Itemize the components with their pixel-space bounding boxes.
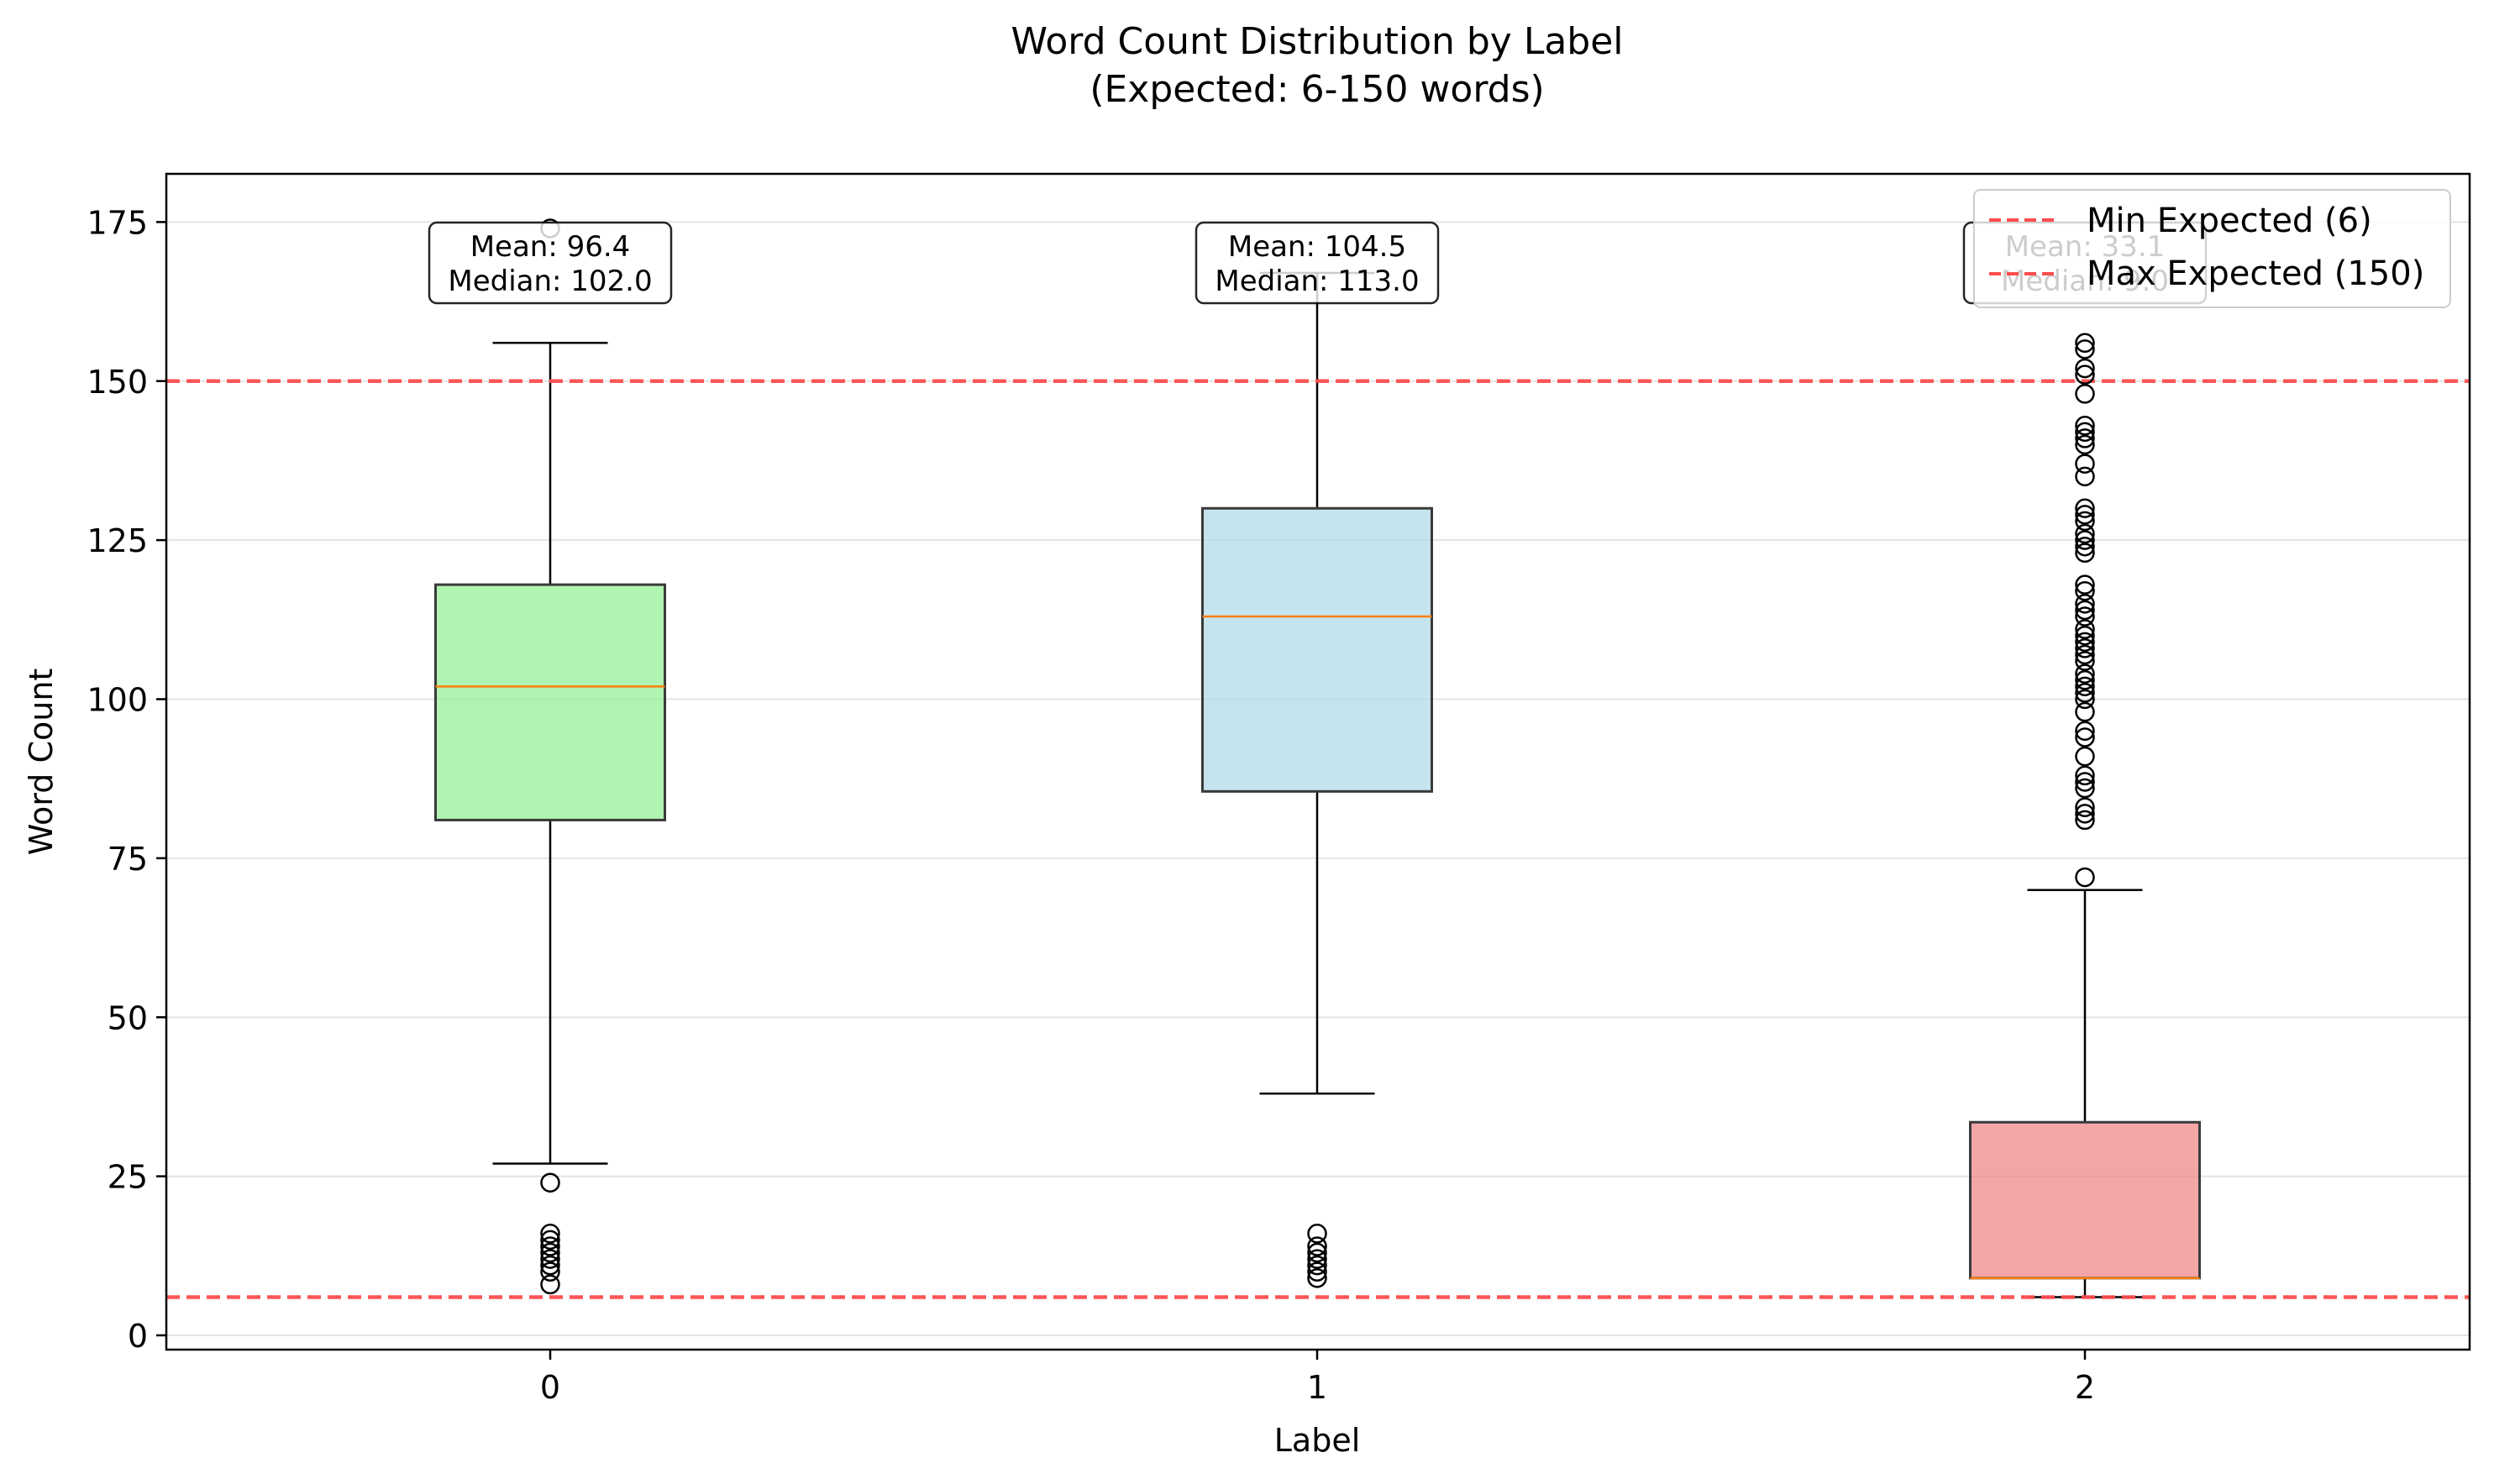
x-axis-label: Label [1274, 1422, 1361, 1459]
outlier-point [2075, 594, 2095, 614]
outlier-point [540, 1274, 560, 1295]
outlier-point [2075, 638, 2095, 658]
y-tick-label: 175 [87, 204, 148, 241]
outlier-point [2075, 600, 2095, 621]
outlier-point [2075, 765, 2095, 786]
annotation-box [1194, 221, 1440, 305]
outlier-point [540, 1236, 560, 1256]
outlier-point [2075, 689, 2095, 710]
annotation-mean: Mean: 96.4 [470, 230, 631, 264]
outlier-point [2075, 772, 2095, 792]
x-tick-label: 1 [1307, 1369, 1327, 1406]
outlier-point [2075, 721, 2095, 742]
annotation-median: Median: 113.0 [1215, 265, 1419, 298]
reference-lines [166, 379, 2470, 1299]
legend: Min Expected (6) Max Expected (150) [1973, 189, 2451, 308]
iqr-box [1201, 506, 1433, 793]
outlier-point [2075, 530, 2095, 550]
outlier-point [2075, 543, 2095, 564]
outlier-point [2075, 422, 2095, 443]
outlier-point [2075, 580, 2095, 601]
outlier-point [2075, 663, 2095, 684]
y-axis-label: Word Count [23, 669, 60, 856]
outlier-point [540, 1230, 560, 1251]
outlier-point [2075, 454, 2095, 474]
annotation-median: Median: 102.0 [448, 265, 652, 298]
outlier-point [540, 1172, 560, 1193]
box-2 [1969, 889, 2201, 1298]
outlier-point [1307, 1255, 1327, 1276]
outlier-point [1307, 1242, 1327, 1263]
outlier-point [2075, 333, 2095, 354]
iqr-box [434, 583, 666, 821]
outlier-point [1307, 1268, 1327, 1288]
outlier-point [2075, 619, 2095, 639]
y-tick-label: 125 [87, 522, 148, 559]
outlier-point [2075, 511, 2095, 532]
outlier-point [2075, 778, 2095, 799]
y-tick-label: 75 [108, 841, 148, 878]
x-tick-label: 2 [2075, 1369, 2095, 1406]
outlier-point [2075, 416, 2095, 436]
y-tick-label: 150 [87, 364, 148, 401]
outlier-point [2075, 428, 2095, 448]
annotation-mean: Mean: 104.5 [1228, 230, 1406, 264]
outlier-point [2075, 384, 2095, 404]
outlier-point [2075, 505, 2095, 525]
outlier-point [540, 1255, 560, 1276]
outlier-point [2075, 358, 2095, 379]
outlier-point [2075, 651, 2095, 671]
outlier-point [2075, 523, 2095, 544]
outlier-point [2075, 676, 2095, 697]
y-tick-label: 25 [108, 1159, 148, 1196]
box-0 [434, 342, 666, 1165]
outlier-point [2075, 683, 2095, 703]
outlier-point [2075, 804, 2095, 824]
x-axis: 0 1 2 [540, 1350, 2095, 1406]
y-tick-label: 100 [87, 682, 148, 719]
legend-label-min: Min Expected (6) [2087, 202, 2372, 240]
outlier-point [2075, 606, 2095, 627]
outlier-point [2075, 626, 2095, 646]
outlier-point [2075, 632, 2095, 653]
outlier-point [2075, 701, 2095, 722]
legend-label-max: Max Expected (150) [2087, 254, 2424, 293]
outlier-point [540, 1249, 560, 1269]
outlier-point [540, 1242, 560, 1263]
chart-title: Word Count Distribution by Label [1011, 20, 1623, 63]
outlier-point [1307, 1249, 1327, 1269]
outlier-point [2075, 574, 2095, 595]
chart-subtitle: (Expected: 6-150 words) [1089, 68, 1544, 111]
y-tick-label: 0 [128, 1318, 148, 1355]
outlier-point [2075, 797, 2095, 818]
x-tick-label: 0 [540, 1369, 560, 1406]
outlier-point [2075, 339, 2095, 359]
outlier-point [540, 1224, 560, 1244]
iqr-box [1969, 1120, 2201, 1280]
outliers-layer [540, 218, 2095, 1295]
outlier-point [2075, 434, 2095, 455]
outlier-point [1307, 1236, 1327, 1256]
outlier-point [2075, 466, 2095, 487]
outlier-point [2075, 536, 2095, 557]
legend-frame [1973, 189, 2451, 308]
outlier-point [1307, 1224, 1327, 1244]
outlier-point [540, 1261, 560, 1282]
outlier-point [2075, 810, 2095, 831]
outlier-point [2075, 644, 2095, 665]
outlier-point [2075, 498, 2095, 518]
outlier-point [2075, 364, 2095, 385]
outlier-point [2075, 670, 2095, 690]
y-axis: 0 25 50 75 100 125 150 175 [87, 204, 166, 1355]
y-tick-label: 50 [108, 999, 148, 1036]
annotation-box [428, 221, 673, 305]
outlier-point [2075, 867, 2095, 888]
outlier-point [2075, 746, 2095, 767]
outlier-point [2075, 727, 2095, 747]
outlier-point [1307, 1261, 1327, 1282]
